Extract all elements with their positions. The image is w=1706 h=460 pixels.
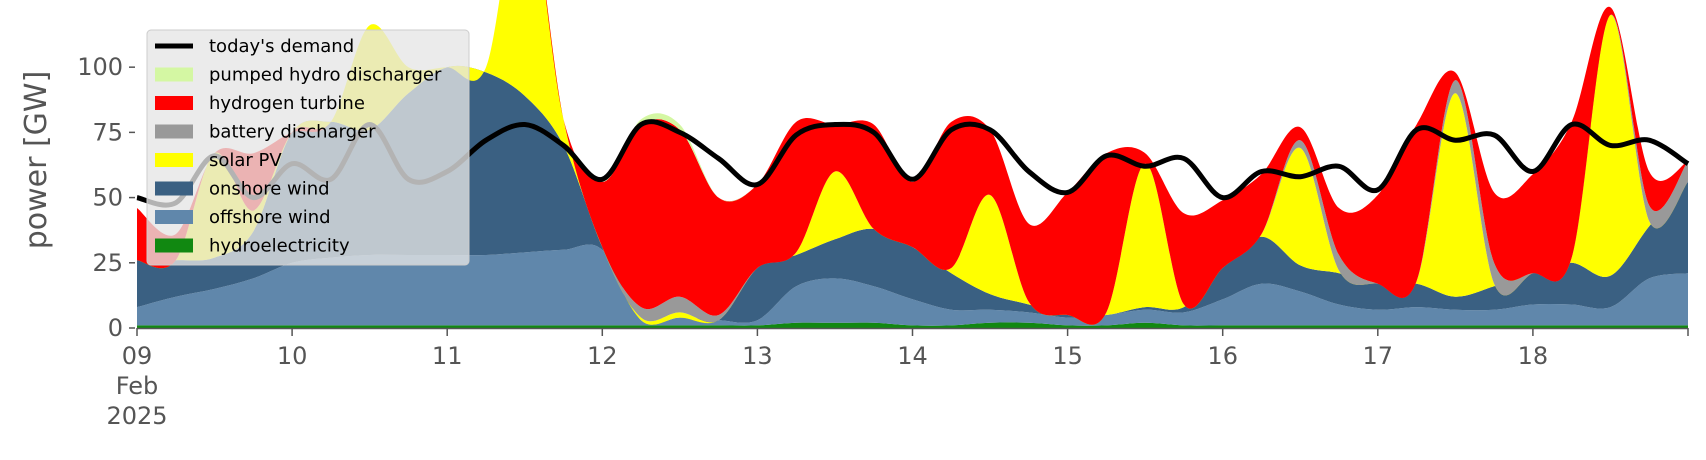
legend-swatch bbox=[155, 67, 193, 82]
legend-swatch bbox=[155, 210, 193, 224]
y-tick-label: 75 bbox=[92, 118, 123, 146]
legend-item-offshore-wind: offshore wind bbox=[155, 207, 331, 228]
y-tick-label: 50 bbox=[92, 184, 123, 212]
legend-item-battery-discharger: battery discharger bbox=[155, 122, 376, 143]
legend-item-hydroelectricity: hydroelectricity bbox=[155, 236, 350, 257]
area-offshore-wind bbox=[137, 244, 1688, 326]
area-hydroelectricity bbox=[137, 322, 1688, 328]
legend-label: pumped hydro discharger bbox=[209, 65, 442, 86]
x-tick-label: 11 bbox=[432, 342, 463, 370]
legend-swatch bbox=[155, 96, 193, 110]
y-tick-label: 0 bbox=[108, 314, 123, 342]
y-axis-title: power [GW] bbox=[19, 71, 54, 250]
area-solar-pv bbox=[137, 0, 1688, 325]
x-tick-label: 14 bbox=[897, 342, 928, 370]
legend-item-onshore-wind: onshore wind bbox=[155, 179, 330, 200]
x-tick-label: 17 bbox=[1363, 342, 1394, 370]
legend-label: onshore wind bbox=[209, 179, 330, 200]
legend-label: hydrogen turbine bbox=[209, 93, 365, 114]
x-tick-label: 09 Feb 2025 bbox=[106, 342, 167, 430]
x-tick-label: 10 bbox=[277, 342, 308, 370]
legend: today's demand pumped hydro discharger hyd… bbox=[146, 29, 470, 266]
x-tick-label: 12 bbox=[587, 342, 618, 370]
axes: power [GW] 0 25 50 75 100 09 Feb 2025 10 11 12 13 14… bbox=[19, 53, 1689, 430]
y-tick-label: 100 bbox=[77, 53, 123, 81]
x-tick-label: 15 bbox=[1052, 342, 1083, 370]
x-tick-label: 16 bbox=[1207, 342, 1238, 370]
x-tick-label: 13 bbox=[742, 342, 773, 370]
y-tick-label: 25 bbox=[92, 249, 123, 277]
legend-swatch bbox=[155, 124, 193, 139]
legend-item-solar-pv: solar PV bbox=[155, 150, 282, 171]
legend-item-hydrogen-turbine: hydrogen turbine bbox=[155, 93, 365, 114]
legend-swatch bbox=[155, 181, 193, 196]
legend-item-todays-demand: today's demand bbox=[155, 36, 354, 57]
legend-label: battery discharger bbox=[209, 122, 376, 143]
legend-item-pumped-hydro-discharger: pumped hydro discharger bbox=[155, 65, 442, 86]
legend-swatch bbox=[155, 238, 193, 253]
plot-area bbox=[136, 0, 1690, 328]
legend-label: today's demand bbox=[209, 36, 354, 57]
legend-label: hydroelectricity bbox=[209, 236, 350, 257]
legend-label: offshore wind bbox=[209, 207, 331, 228]
legend-box bbox=[146, 29, 470, 266]
area-onshore-wind bbox=[137, 65, 1688, 325]
legend-swatch bbox=[155, 153, 193, 167]
x-tick-label: 18 bbox=[1518, 342, 1549, 370]
legend-label: solar PV bbox=[209, 150, 282, 171]
